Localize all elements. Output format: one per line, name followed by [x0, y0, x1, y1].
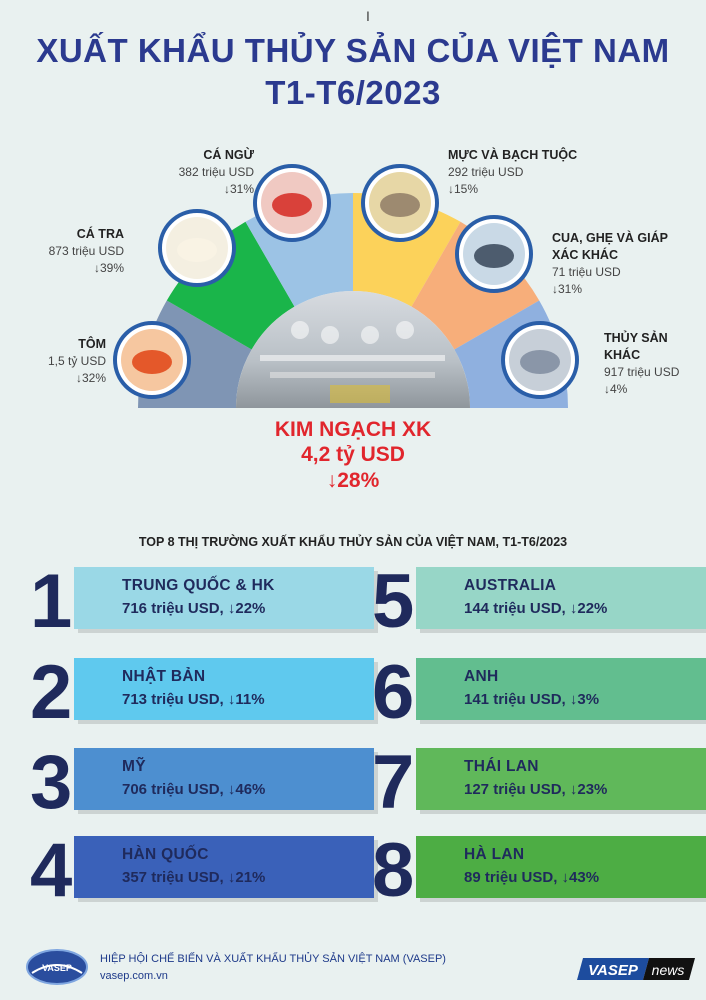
market-box — [416, 748, 706, 810]
market-value: 357 triệu USD, ↓21% — [122, 869, 266, 886]
market-box — [416, 658, 706, 720]
market-box — [416, 836, 706, 898]
market-item: 8 HÀ LAN 89 triệu USD, ↓43% — [372, 830, 706, 912]
market-rank: 4 — [30, 828, 73, 913]
market-country: MỸ — [122, 758, 146, 775]
market-box — [74, 658, 374, 720]
label-ca-tra: CÁ TRA 873 triệu USD ↓39% — [48, 227, 124, 275]
market-box — [74, 748, 374, 810]
market-item: 3 MỸ 706 triệu USD, ↓46% — [30, 742, 374, 824]
badge-left-text: VASEP — [588, 962, 639, 979]
label-thuy-san-khac: THỦY SẢN KHÁC 917 triệu USD ↓4% — [604, 331, 680, 396]
label-muc: MỰC VÀ BẠCH TUỘC 292 triệu USD ↓15% — [448, 148, 578, 196]
market-rank: 1 — [30, 559, 73, 644]
market-rank: 3 — [30, 740, 73, 825]
market-country: HÀN QUỐC — [122, 846, 209, 863]
market-rank: 2 — [30, 650, 73, 735]
total-label: KIM NGẠCH XK — [274, 418, 432, 441]
total-value: 4,2 tỷ USD — [301, 443, 405, 466]
tuna-icon — [253, 164, 331, 242]
market-rank: 8 — [372, 828, 415, 913]
label-tom: TÔM 1,5 tỷ USD ↓32% — [47, 337, 106, 385]
market-box — [74, 567, 374, 629]
market-box — [74, 836, 374, 898]
market-value: 706 triệu USD, ↓46% — [122, 781, 266, 798]
other-fish-icon — [501, 321, 579, 399]
factory-photo — [236, 291, 470, 408]
market-item: 5 AUSTRALIA 144 triệu USD, ↓22% — [372, 561, 706, 643]
page-subtitle: T1-T6/2023 — [265, 74, 441, 111]
market-country: HÀ LAN — [464, 846, 525, 863]
market-item: 4 HÀN QUỐC 357 triệu USD, ↓21% — [30, 830, 374, 912]
crab-icon — [455, 215, 533, 293]
total-change: ↓28% — [326, 469, 380, 492]
market-rank: 6 — [372, 650, 415, 735]
pangasius-fish-icon — [158, 209, 236, 287]
squid-icon — [361, 164, 439, 242]
vasep-news-badge: VASEP news — [577, 958, 695, 980]
text-cursor-icon: I — [366, 8, 370, 24]
label-cua: CUA, GHẸ VÀ GIÁP XÁC KHÁC 71 triệu USD ↓… — [552, 231, 668, 296]
fan-segment — [166, 221, 295, 350]
footer-website[interactable]: vasep.com.vn — [100, 970, 168, 982]
top-markets-title: TOP 8 THỊ TRƯỜNG XUẤT KHẨU THỦY SẢN CỦA … — [138, 535, 568, 549]
market-country: AUSTRALIA — [464, 577, 557, 594]
market-value: 144 triệu USD, ↓22% — [464, 600, 608, 617]
market-value: 89 triệu USD, ↓43% — [464, 869, 600, 886]
market-box — [416, 567, 706, 629]
page-title: XUẤT KHẨU THỦY SẢN CỦA VIỆT NAM — [36, 32, 670, 69]
market-value: 141 triệu USD, ↓3% — [464, 691, 600, 708]
market-item: 6 ANH 141 triệu USD, ↓3% — [372, 652, 706, 734]
market-value: 713 triệu USD, ↓11% — [122, 691, 265, 708]
market-rank: 7 — [372, 740, 415, 825]
factory-workers-icon — [260, 321, 445, 403]
market-value: 127 triệu USD, ↓23% — [464, 781, 608, 798]
footer-organization: HIỆP HỘI CHẾ BIẾN VÀ XUẤT KHẨU THỦY SẢN … — [100, 953, 446, 965]
logo-text: VASEP — [42, 963, 72, 973]
vasep-logo: VASEP — [26, 949, 88, 985]
market-value: 716 triệu USD, ↓22% — [122, 600, 266, 617]
label-ca-ngu: CÁ NGỪ 382 triệu USD ↓31% — [178, 148, 254, 196]
market-item: 1 TRUNG QUỐC & HK 716 triệu USD, ↓22% — [30, 561, 374, 643]
market-item: 2 NHẬT BẢN 713 triệu USD, ↓11% — [30, 652, 374, 734]
market-country: ANH — [464, 668, 499, 685]
shrimp-icon — [113, 321, 191, 399]
market-rank: 5 — [372, 559, 415, 644]
export-category-fan — [113, 164, 579, 408]
market-item: 7 THÁI LAN 127 triệu USD, ↓23% — [372, 742, 706, 824]
market-country: TRUNG QUỐC & HK — [122, 577, 275, 594]
market-country: THÁI LAN — [464, 758, 539, 775]
market-country: NHẬT BẢN — [122, 668, 206, 685]
badge-right-text: news — [652, 962, 685, 978]
